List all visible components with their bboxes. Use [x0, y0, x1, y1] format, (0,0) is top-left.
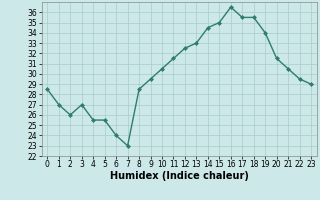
X-axis label: Humidex (Indice chaleur): Humidex (Indice chaleur)	[110, 171, 249, 181]
